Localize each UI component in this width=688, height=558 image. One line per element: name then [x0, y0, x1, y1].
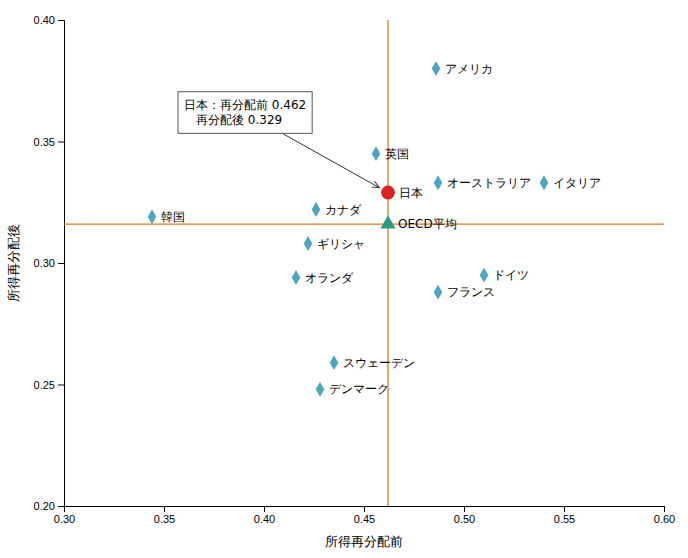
x-tick-mark [464, 506, 465, 512]
point [434, 285, 443, 300]
annotation-line: 再分配後 0.329 [184, 113, 282, 127]
x-tick-mark [264, 506, 265, 512]
x-tick: 0.60 [654, 506, 675, 525]
point [480, 268, 489, 283]
point-label: スウェーデン [343, 356, 415, 370]
y-tick-mark [58, 263, 64, 264]
point [540, 175, 549, 190]
point [381, 186, 395, 200]
point [372, 146, 381, 161]
x-tick-label: 0.45 [354, 513, 375, 525]
x-tick-mark [564, 506, 565, 512]
series-0 [148, 61, 549, 397]
x-tick-label: 0.55 [554, 513, 575, 525]
y-tick-mark [58, 506, 64, 507]
point-label: オーストラリア [447, 176, 531, 190]
point-label: アメリカ [445, 62, 493, 76]
y-tick: 0.30 [34, 257, 64, 269]
point [316, 382, 325, 397]
plot-area [64, 20, 664, 506]
annotations: 日本：再分配前 0.462 再分配後 0.329 [178, 92, 379, 188]
point-label: カナダ [325, 203, 362, 217]
point-label: 韓国 [161, 210, 185, 224]
y-axis-line [58, 21, 65, 507]
point-label: オランダ [305, 271, 354, 285]
annotation-box [178, 92, 312, 134]
annotation-text: 日本：再分配前 0.462 再分配後 0.329 [184, 98, 306, 128]
reference-line [64, 223, 664, 224]
y-tick: 0.40 [34, 14, 64, 26]
x-tick: 0.50 [454, 506, 475, 525]
y-tick-label: 0.20 [34, 500, 55, 512]
x-axis-line [65, 507, 665, 513]
x-tick-label: 0.35 [154, 513, 175, 525]
point-label: デンマーク [329, 382, 389, 396]
x-tick-mark [664, 506, 665, 512]
y-tick-label: 0.25 [34, 379, 55, 391]
point [312, 202, 321, 217]
y-axis-title: 所得再分配後 [6, 224, 21, 302]
y-tick: 0.25 [34, 379, 64, 391]
x-tick: 0.30 [54, 506, 75, 525]
y-tick-label: 0.35 [34, 136, 55, 148]
point [432, 61, 441, 76]
x-tick: 0.55 [554, 506, 575, 525]
series-2 [380, 215, 395, 228]
x-tick: 0.40 [254, 506, 275, 525]
point [304, 236, 313, 251]
point [434, 175, 443, 190]
x-axis-title: 所得再分配前 [325, 534, 403, 549]
annotation: 日本：再分配前 0.462 再分配後 0.329 [178, 92, 379, 188]
y-axis: 0.20 0.25 0.30 0.35 0.40 [34, 14, 65, 512]
y-tick-mark [58, 385, 64, 386]
point [292, 270, 301, 285]
point-label: ギリシャ [317, 237, 365, 251]
point-labels: アメリカ英国イタリア オーストラリアカナダ韓国ギリシャオランダ ドイツフランススウェ… [161, 62, 601, 397]
x-tick-label: 0.30 [54, 513, 75, 525]
point-label: 英国 [385, 147, 409, 161]
point-label: OECD平均 [398, 217, 457, 231]
point-label: 日本 [399, 186, 423, 200]
y-tick-mark [58, 142, 64, 143]
x-tick: 0.35 [154, 506, 175, 525]
x-tick: 0.45 [354, 506, 375, 525]
y-tick-label: 0.40 [34, 14, 55, 26]
x-axis: 0.30 0.35 0.40 0.45 0.50 0.55 0.60 [54, 506, 675, 525]
annotation-line: 日本：再分配前 0.462 [184, 98, 306, 112]
chart-svg: 0.30 0.35 0.40 0.45 0.50 0.55 0.60 0.20 0.25 0.30… [0, 0, 688, 558]
annotation-arrow [282, 133, 379, 187]
point-label: フランス [447, 285, 495, 299]
point [330, 355, 339, 370]
y-tick: 0.35 [34, 136, 64, 148]
x-tick-label: 0.60 [654, 513, 675, 525]
x-tick-mark [364, 506, 365, 512]
y-tick-mark [58, 20, 64, 21]
point [148, 209, 157, 224]
y-tick: 0.20 [34, 500, 64, 512]
series-1 [381, 186, 395, 200]
x-tick-label: 0.50 [454, 513, 475, 525]
point-label: イタリア [553, 176, 601, 190]
point-label: ドイツ [493, 268, 529, 282]
x-tick-label: 0.40 [254, 513, 275, 525]
point [380, 215, 395, 228]
reference-line [387, 20, 388, 506]
x-tick-mark [164, 506, 165, 512]
y-tick-label: 0.30 [34, 257, 55, 269]
